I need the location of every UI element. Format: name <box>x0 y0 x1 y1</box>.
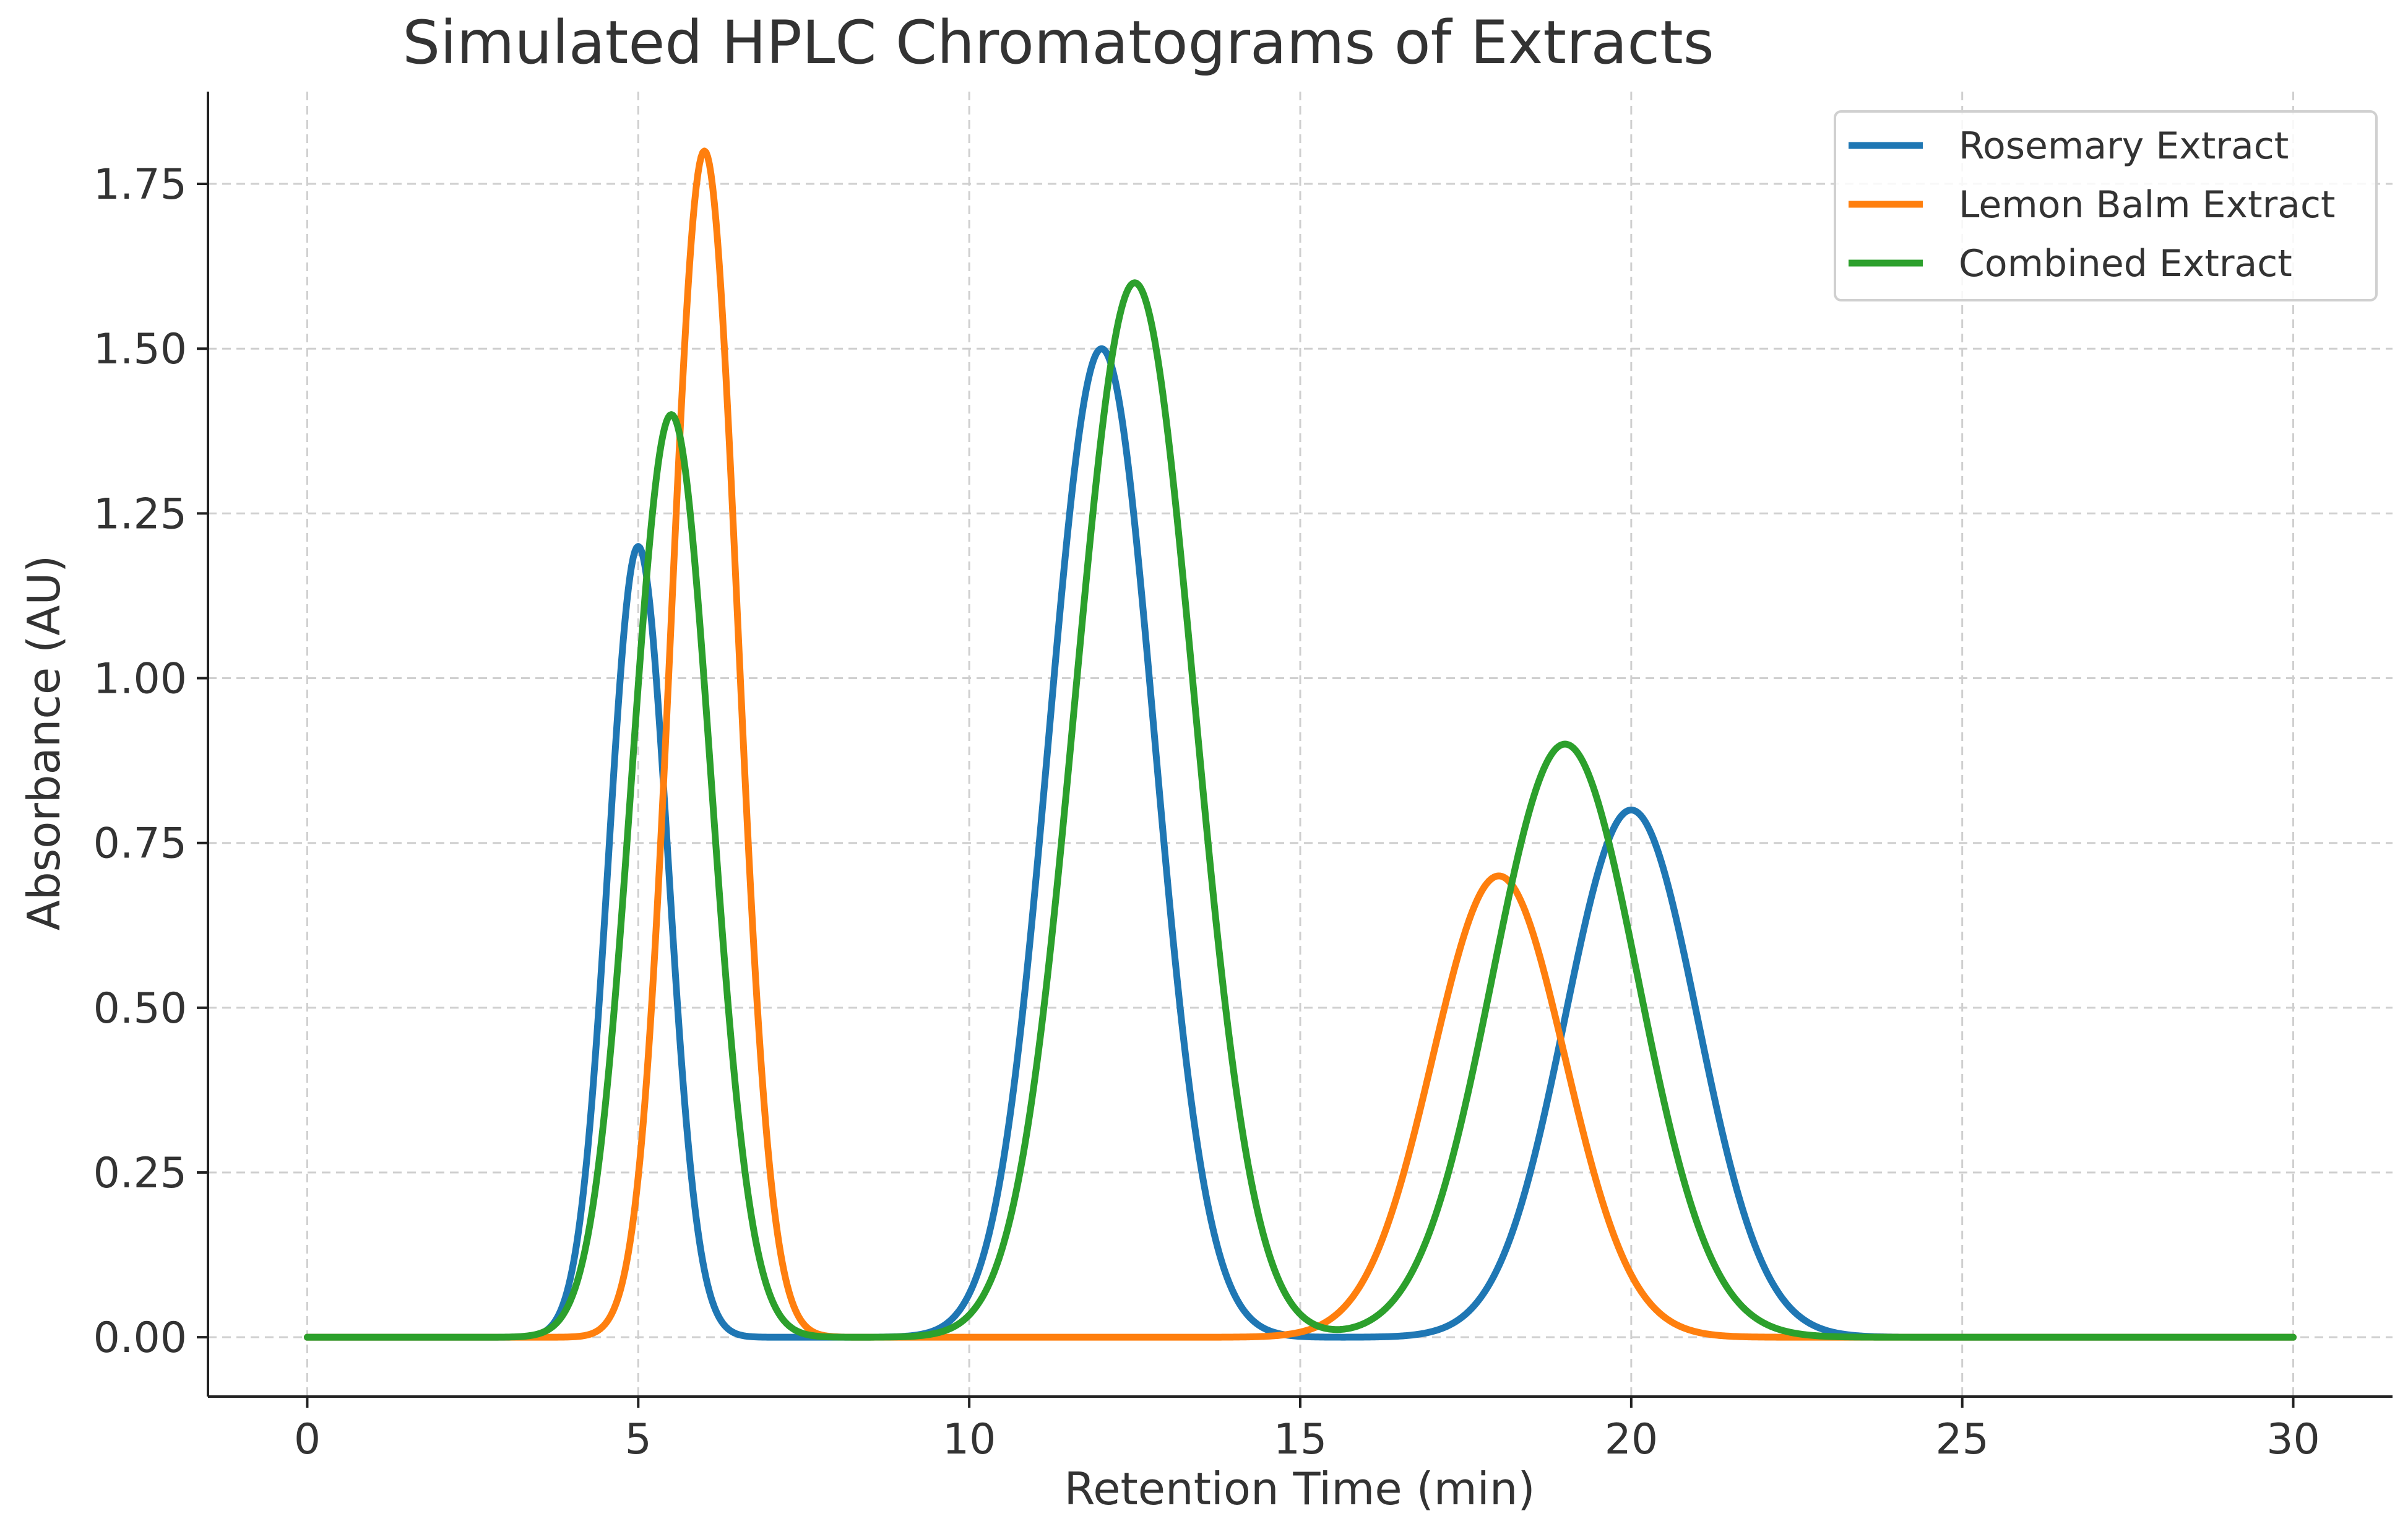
y-axis-label: Absorbance (AU) <box>18 555 70 930</box>
x-tick-label: 15 <box>1274 1415 1327 1464</box>
y-tick-label: 0.25 <box>93 1149 187 1198</box>
x-tick-label: 10 <box>943 1415 996 1464</box>
series-lines <box>303 147 2297 1341</box>
x-tick-label: 0 <box>294 1415 321 1464</box>
y-tick-label: 1.50 <box>93 325 187 374</box>
x-tick-label: 5 <box>625 1415 652 1464</box>
legend-box <box>1834 110 2378 301</box>
y-tick-label: 1.00 <box>93 655 187 704</box>
y-tick-label: 0.50 <box>93 984 187 1033</box>
legend-label: Lemon Balm Extract <box>1959 183 2336 227</box>
x-tick-label: 20 <box>1605 1415 1659 1464</box>
legend-label: Combined Extract <box>1959 242 2292 285</box>
x-tick-label: 25 <box>1935 1415 1989 1464</box>
y-tick-label: 0.75 <box>93 820 187 869</box>
series-line-combined-extract <box>303 279 2297 1341</box>
chart-title: Simulated HPLC Chromatograms of Extracts <box>402 8 1714 77</box>
y-tick-label: 0.00 <box>93 1314 187 1363</box>
tick-labels: 0 5 10 15 20 25 30 0.00 0.25 0.50 0.75 1.00 1.25 1.50… <box>93 160 2320 1464</box>
x-axis-label: Retention Time (min) <box>1064 1463 1535 1515</box>
y-tick-label: 1.75 <box>93 160 187 209</box>
y-tick-label: 1.25 <box>93 490 187 539</box>
x-tick-label: 30 <box>2266 1415 2320 1464</box>
legend: Rosemary Extract Lemon Balm Extract Combin… <box>1834 110 2378 301</box>
legend-label: Rosemary Extract <box>1959 124 2289 168</box>
